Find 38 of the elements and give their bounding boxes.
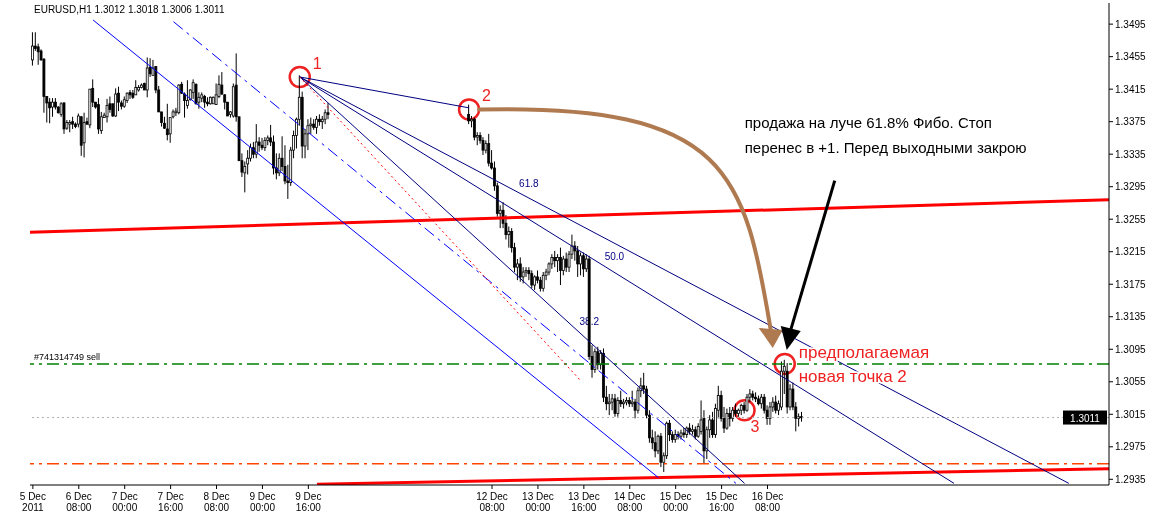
x-tick-label: 13 Dec 00:00: [522, 491, 554, 513]
x-tick-label: 15 Dec 16:00: [705, 491, 738, 513]
ref-line-label: #741314749 sell: [34, 351, 101, 362]
y-tick-label: 1.3415: [1115, 83, 1147, 95]
y-tick-label: 1.3375: [1115, 116, 1147, 128]
y-tick-label: 1.3135: [1115, 311, 1147, 323]
x-tick-label: 6 Dec 08:00: [65, 491, 92, 513]
x-tick-label: 5 Dec 2011: [19, 491, 46, 513]
y-tick-label: 1.3055: [1115, 376, 1147, 388]
y-tick-label: 1.3015: [1115, 408, 1147, 420]
x-tick-label: 15 Dec 00:00: [659, 491, 692, 513]
x-tick-label: 8 Dec 08:00: [203, 491, 230, 513]
y-tick-label: 1.3255: [1115, 213, 1147, 225]
x-tick-label: 7 Dec 16:00: [157, 491, 184, 513]
x-tick-label: 9 Dec 00:00: [249, 491, 276, 513]
chart-title: EURUSD,H1 1.3012 1.3018 1.3006 1.3011: [34, 4, 225, 15]
annotation: 61.8: [519, 177, 539, 189]
y-tick-label: 1.2975: [1115, 441, 1147, 453]
y-tick-label: 1.3335: [1115, 148, 1147, 160]
y-tick-label: 1.3295: [1115, 181, 1147, 193]
ref-line-label: 1.3011: [1070, 412, 1101, 424]
y-tick-label: 1.3215: [1115, 246, 1147, 258]
annotation: 50.0: [604, 250, 625, 262]
annotation: продажа на луче 61.8% Фибо. Стоп перенес в +1. Перед выходными закрою: [744, 113, 1027, 156]
annotation: 3: [750, 418, 760, 436]
y-tick-label: 1.3175: [1115, 278, 1147, 290]
y-tick-label: 1.3455: [1115, 51, 1147, 63]
y-tick-label: 1.3095: [1115, 343, 1147, 355]
x-tick-label: 14 Dec 08:00: [613, 491, 646, 513]
x-tick-label: 7 Dec 00:00: [111, 491, 138, 513]
x-tick-label: 16 Dec 08:00: [751, 491, 784, 513]
y-tick-label: 1.3495: [1115, 18, 1147, 30]
x-tick-label: 13 Dec 16:00: [568, 491, 600, 513]
x-tick-label: 12 Dec 08:00: [476, 491, 508, 513]
annotation: 2: [482, 87, 492, 105]
x-tick-label: 9 Dec 16:00: [295, 491, 322, 513]
annotation: 1: [312, 54, 322, 72]
y-tick-label: 1.2935: [1115, 473, 1147, 485]
